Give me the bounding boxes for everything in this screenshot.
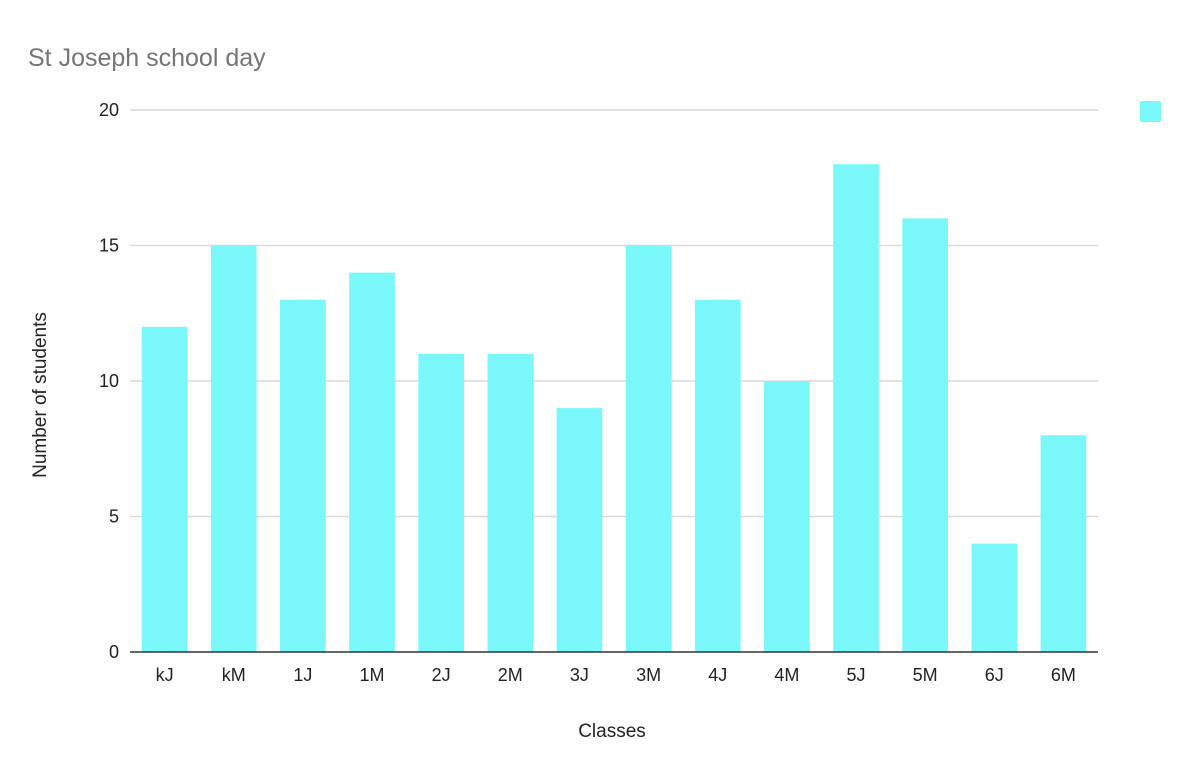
bar-1J — [280, 299, 326, 652]
x-tick-label: 5M — [913, 665, 938, 685]
x-tick-label: 2J — [432, 665, 451, 685]
bar-kJ — [141, 326, 188, 652]
x-tick-label: 1M — [359, 665, 384, 685]
x-tick-label: 4M — [774, 665, 799, 685]
bar-2J — [418, 353, 464, 652]
y-tick-label: 10 — [99, 371, 119, 391]
x-tick-label: 6J — [985, 665, 1004, 685]
bar-6M — [1040, 435, 1087, 652]
x-tick-label: 3J — [570, 665, 589, 685]
x-tick-label: 2M — [498, 665, 523, 685]
bar-1M — [349, 272, 395, 652]
x-tick-label: 6M — [1051, 665, 1076, 685]
x-tick-label: 4J — [708, 665, 727, 685]
bars — [141, 164, 1087, 652]
bar-6J — [971, 543, 1018, 652]
bar-5J — [833, 164, 879, 652]
y-tick-label: 5 — [109, 507, 119, 527]
bar-2M — [487, 353, 534, 652]
x-tick-label: kJ — [156, 665, 174, 685]
y-axis-title: Number of students — [30, 312, 51, 478]
x-tick-label: 5J — [846, 665, 865, 685]
bar-3J — [556, 408, 603, 652]
x-tick-label: kM — [222, 665, 246, 685]
y-tick-label: 0 — [109, 642, 119, 662]
x-tick-labels: kJ kM 1J 1M 2J 2M 3J 3M 4J 4M 5J 5M 6J 6M — [156, 665, 1076, 685]
bar-5M — [902, 218, 948, 652]
x-tick-label: 1J — [293, 665, 312, 685]
gridlines — [130, 109, 1098, 518]
y-tick-label: 15 — [99, 236, 119, 256]
x-axis-title: Classes — [578, 721, 646, 742]
y-tick-label: 20 — [99, 100, 119, 120]
chart-title: St Joseph school day — [28, 44, 266, 72]
bar-kM — [210, 245, 257, 652]
bar-4J — [694, 299, 741, 652]
x-tick-label: 3M — [636, 665, 661, 685]
legend-swatch — [1140, 101, 1161, 122]
y-tick-labels: 0 5 10 15 20 — [99, 100, 119, 662]
bar-3M — [625, 245, 672, 652]
bar-4M — [764, 381, 810, 652]
